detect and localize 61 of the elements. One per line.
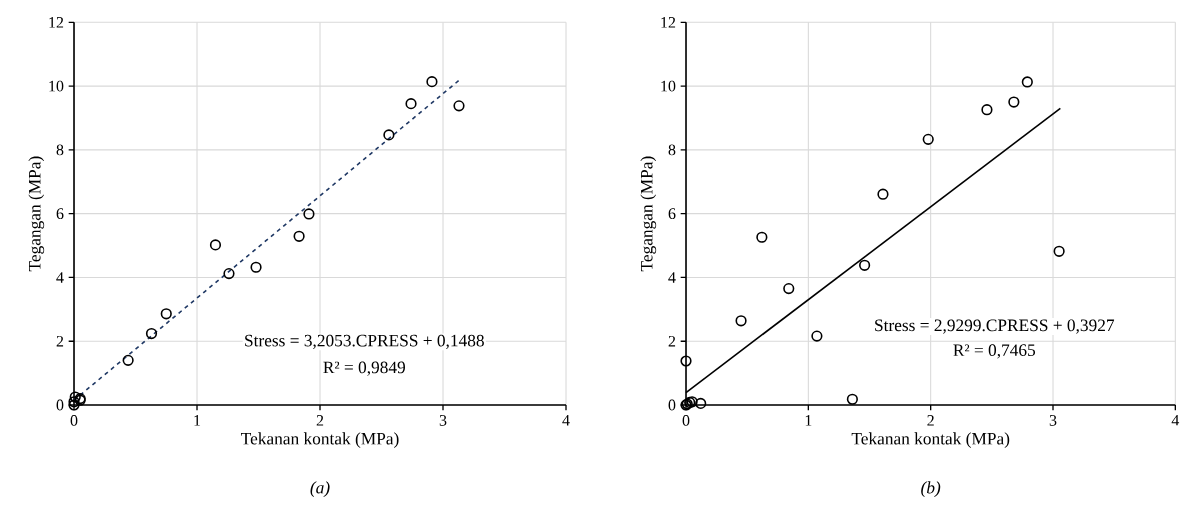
y-tick-label: 10	[661, 80, 676, 92]
text: (b)	[921, 481, 941, 498]
y-tick-label: 2	[56, 335, 64, 347]
point	[145, 327, 158, 340]
x-tick-label: 1	[805, 415, 812, 426]
point	[846, 393, 858, 405]
annotation: R² = 0,7465	[953, 344, 1036, 359]
point	[160, 308, 172, 320]
annotation: Stress = 2,9299.CPRESS + 0,3927	[875, 319, 1115, 334]
point	[877, 188, 889, 200]
point	[981, 104, 993, 116]
point	[783, 282, 795, 295]
y-axis-title: Tegangan (MPa)	[640, 156, 657, 272]
y-tick-label: 6	[668, 208, 676, 220]
x-tick-label: 4	[1171, 415, 1180, 426]
point	[250, 261, 262, 273]
point	[405, 98, 417, 110]
point	[922, 133, 934, 145]
point	[1021, 76, 1033, 88]
x-tick-label: 3	[1049, 415, 1057, 426]
x-tick-label: 2	[927, 415, 934, 426]
point	[859, 259, 871, 271]
annotation: R² = 0,9849	[323, 361, 405, 376]
point	[293, 230, 305, 242]
x-tick-label: 0	[70, 415, 78, 426]
y-tick-label: 0	[56, 399, 64, 411]
text: (a)	[310, 481, 330, 498]
x-tick-label: 1	[194, 415, 201, 426]
point	[1053, 245, 1065, 257]
point	[735, 315, 747, 327]
point	[383, 129, 395, 141]
point	[811, 330, 823, 342]
point	[695, 397, 707, 409]
point	[1008, 96, 1020, 108]
y-tick-label: 10	[49, 80, 64, 92]
point	[426, 76, 438, 88]
point	[122, 354, 134, 366]
y-tick-label: 4	[56, 272, 64, 283]
x-axis-title: Tekanan kontak (MPa)	[241, 432, 399, 449]
y-tick-label: 12	[49, 17, 64, 28]
y-tick-label: 8	[668, 144, 676, 156]
point	[303, 208, 315, 220]
x-tick-label: 4	[562, 415, 570, 426]
point	[209, 239, 222, 251]
x-tick-label: 2	[316, 415, 324, 426]
x-axis-title: Tekanan kontak (MPa)	[851, 432, 1010, 449]
y-tick-label: 2	[668, 335, 676, 347]
y-tick-label: 6	[56, 208, 64, 220]
y-tick-label: 12	[661, 17, 676, 28]
annotation: Stress = 3,2053.CPRESS + 0,1488	[245, 334, 484, 349]
point	[223, 268, 235, 280]
y-axis-title: Tegangan (MPa)	[28, 156, 45, 272]
x-tick-label: 0	[682, 415, 690, 426]
point	[680, 355, 692, 367]
y-tick-label: 8	[56, 144, 64, 156]
point	[453, 100, 465, 112]
x-tick-label: 3	[439, 415, 447, 426]
y-tick-label: 0	[668, 399, 676, 411]
point	[69, 391, 81, 403]
point	[756, 231, 768, 243]
y-tick-label: 4	[668, 272, 676, 283]
